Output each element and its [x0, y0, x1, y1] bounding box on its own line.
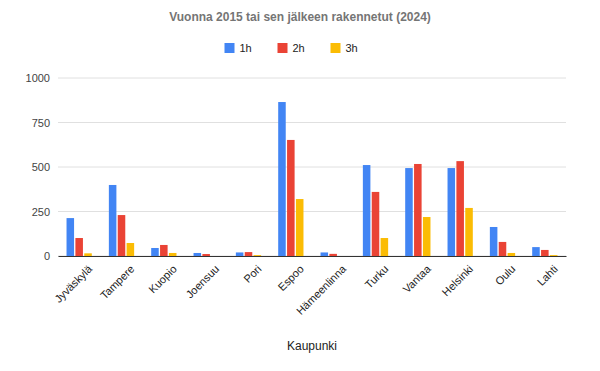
x-tick: Turku — [363, 256, 391, 291]
legend: 1h 2h 3h — [225, 42, 358, 54]
series — [75, 140, 548, 256]
x-tick-label: Joensuu — [183, 263, 221, 301]
bar — [372, 192, 380, 256]
bar — [160, 245, 168, 256]
x-tick-label: Kuopio — [146, 263, 179, 296]
bar — [151, 248, 159, 256]
y-tick-label: 500 — [32, 161, 50, 173]
legend-item: 2h — [278, 42, 305, 54]
legend-label: 3h — [346, 42, 358, 54]
bar — [329, 254, 337, 256]
bar — [381, 238, 389, 256]
y-tick-label: 1000 — [26, 72, 50, 84]
legend-item: 1h — [225, 42, 252, 54]
bars — [67, 102, 558, 256]
x-tick: Tampere — [98, 256, 137, 301]
bar — [296, 199, 304, 256]
legend-swatch — [278, 43, 288, 53]
x-axis-line — [59, 256, 567, 257]
y-tick-label: 0 — [44, 250, 50, 262]
bar — [169, 253, 177, 256]
grid-line — [58, 211, 566, 212]
x-tick: Kuopio — [146, 256, 179, 295]
bar — [127, 243, 135, 256]
grid-line — [58, 122, 566, 123]
legend-label: 1h — [240, 42, 252, 54]
x-axis-title: Kaupunki — [287, 339, 337, 353]
y-tick: 0 — [44, 250, 58, 262]
x-tick-label: Oulu — [493, 263, 518, 288]
x-axis: JyväskyläTampere KuopioJoensuu Pori EspooHä… — [52, 256, 566, 317]
title: Vuonna 2015 tai sen jälkeen rakennetut (… — [169, 10, 431, 24]
legend-swatch — [225, 43, 235, 53]
x-tick-label: Pori — [241, 263, 263, 285]
bar — [499, 242, 507, 256]
bar — [194, 253, 202, 256]
x-tick-label: Espoo — [275, 263, 306, 294]
series — [84, 199, 557, 256]
x-tick-label: Helsinki — [440, 263, 476, 299]
bar — [202, 254, 210, 256]
bar — [465, 208, 473, 256]
y-tick-label: 250 — [32, 206, 50, 218]
bar — [75, 238, 83, 256]
bar — [278, 102, 286, 256]
bar — [541, 250, 549, 256]
legend-item: 3h — [331, 42, 358, 54]
bar — [118, 215, 126, 256]
x-tick: Vantaa — [400, 256, 433, 295]
bar — [236, 252, 244, 256]
bar — [490, 227, 498, 256]
bar — [211, 256, 219, 257]
bar — [423, 217, 431, 256]
grid-line — [58, 256, 566, 257]
grid-line — [58, 78, 566, 79]
y-axis: 0 250 500 750 1000 — [26, 72, 59, 262]
bar — [448, 168, 456, 256]
bar — [109, 185, 117, 256]
legend-label: 2h — [293, 42, 305, 54]
bar — [405, 168, 413, 256]
x-tick-label: Jyväskylä — [52, 262, 95, 305]
x-tick-label: Turku — [363, 263, 391, 291]
y-tick: 750 — [32, 117, 58, 129]
bar — [338, 256, 346, 257]
bar — [532, 247, 540, 256]
bar — [321, 252, 329, 256]
bar — [456, 161, 464, 256]
bar — [67, 218, 75, 256]
x-tick: Jyväskylä — [52, 256, 95, 305]
x-tick: Lahti — [535, 256, 560, 288]
y-tick: 1000 — [26, 72, 58, 84]
x-tick: Pori — [241, 256, 263, 285]
x-tick: Hämeenlinna — [294, 256, 349, 317]
y-tick: 250 — [32, 206, 58, 218]
x-tick-label: Hämeenlinna — [294, 262, 349, 317]
x-tick-label: Vantaa — [400, 262, 433, 295]
legend-swatch — [331, 43, 341, 53]
bar — [550, 255, 558, 256]
grid-line — [58, 167, 566, 168]
bar — [84, 253, 92, 256]
bar — [363, 165, 371, 256]
bar — [245, 252, 253, 256]
y-tick: 500 — [32, 161, 58, 173]
x-tick-label: Lahti — [535, 263, 560, 288]
bar — [414, 164, 422, 256]
y-tick-label: 750 — [32, 117, 50, 129]
bar — [508, 253, 516, 256]
x-tick: Espoo — [275, 256, 306, 293]
x-tick: Joensuu — [183, 256, 221, 301]
x-tick: Helsinki — [440, 256, 476, 298]
x-tick-label: Tampere — [98, 263, 137, 302]
bar — [287, 140, 295, 256]
series — [67, 102, 540, 256]
y-axis-line — [58, 79, 59, 257]
bar — [254, 255, 262, 256]
x-tick: Oulu — [493, 256, 518, 288]
grid — [58, 78, 566, 256]
